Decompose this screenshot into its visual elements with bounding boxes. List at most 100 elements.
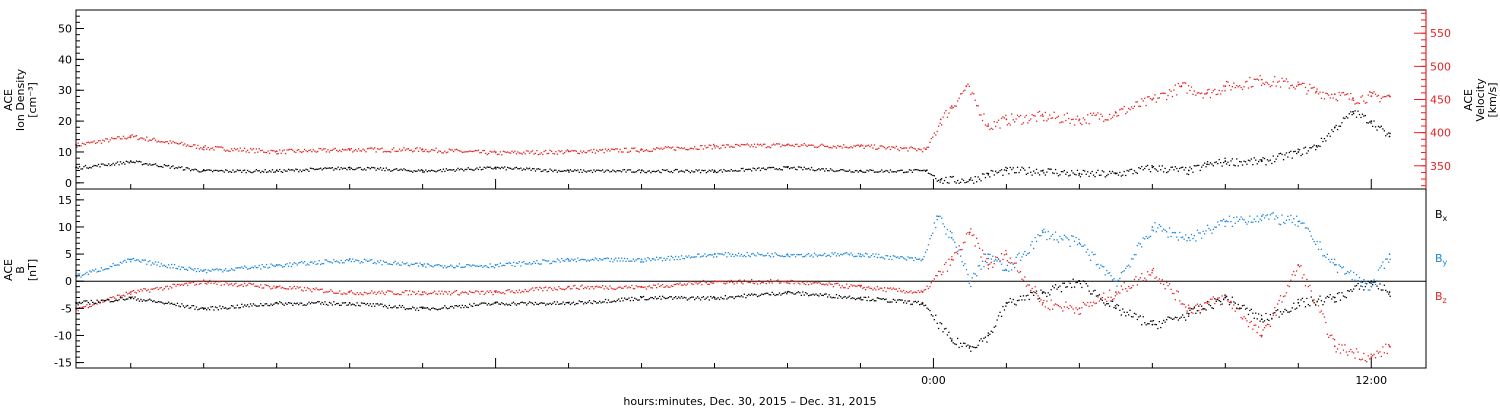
by-series-point [1224,225,1226,228]
velocity-series-point [840,145,842,147]
velocity-series-point [682,147,684,150]
bx-series-point [1193,307,1195,309]
bx-series-point [169,303,171,305]
by-series-point [977,265,979,267]
bx-series-point [659,295,661,298]
by-series-point [375,263,377,265]
bz-series-point [1338,343,1340,345]
by-series-point [1208,227,1210,230]
velocity-series-point [1271,84,1273,87]
bx-series-point [815,293,817,295]
velocity-series-point [784,145,786,147]
velocity-series-point [524,153,526,155]
by-series-point [248,268,250,270]
density-series-point [550,169,553,171]
by-series-point [184,268,186,270]
bx-series-point [464,305,466,307]
density-series-point [838,169,840,172]
velocity-series-point [1237,86,1239,88]
density-series-point [445,168,447,170]
velocity-series-point [1208,88,1210,91]
velocity-series-point [751,144,753,146]
by-series-point [191,268,193,270]
density-series-point [825,168,827,170]
density-series-point [919,169,921,172]
by-series-point [526,263,528,265]
velocity-series-point [252,148,255,150]
velocity-series-point [514,150,516,152]
by-series-point [466,264,468,266]
bz-series-point [916,291,918,294]
velocity-series-point [1262,82,1264,84]
bx-series-point [121,297,123,299]
density-series-point [220,169,222,172]
velocity-series-point [1221,90,1223,92]
by-series-point [1290,214,1292,217]
velocity-series-point [691,147,693,149]
bz-series-point [115,298,117,300]
bz-series-point [238,285,240,287]
bz-series-point [1103,292,1105,294]
bx-series-point [600,302,602,304]
velocity-series-point [526,150,528,152]
by-series-point [103,268,106,271]
by-series-point [1025,254,1027,256]
bz-series-point [1372,355,1374,357]
bx-series-point [895,301,897,303]
velocity-series-marker [421,148,424,151]
bx-series-point [980,338,982,340]
bz-series-point [1033,291,1035,293]
bx-series-point [435,308,437,310]
density-series-point [824,170,826,172]
by-series-point [488,266,490,269]
by-series-point [289,262,291,264]
bx-series-point [467,306,469,309]
bx-series-marker [1115,307,1117,310]
by-series-point [214,268,217,271]
bx-series-point [783,292,785,294]
bz-series-point [362,294,364,296]
bz-series-point [780,282,782,284]
density-series-marker [1388,135,1391,138]
bz-series-point [445,291,447,293]
bz-series-point [1281,301,1283,303]
bx-series-point [1049,294,1051,296]
bz-series-point [840,287,842,289]
density-series-point [867,170,870,172]
density-series-point [606,169,608,171]
by-series-point [387,263,389,265]
density-series-point [153,163,155,166]
by-series-point [847,253,849,255]
bz-series-point [867,286,870,288]
bz-series-point [866,286,868,289]
velocity-series-point [900,146,902,149]
bz-series-point [203,279,205,281]
velocity-series-point [631,147,633,149]
velocity-series-point [926,146,928,148]
by-series-point [320,263,322,266]
velocity-series-point [118,136,120,138]
density-series-point [248,170,250,173]
density-series-point [1164,167,1166,170]
by-series-point [353,260,355,263]
bz-series-point [372,292,374,294]
bz-series-point [638,286,640,288]
density-series-point [1123,170,1125,173]
bz-series-point [298,287,300,289]
bx-series-point [1182,314,1184,316]
density-series-point [679,170,681,172]
bx-series-point [1209,305,1212,307]
velocity-series-point [444,150,446,152]
bx-series-point [378,304,380,306]
bz-series-marker [950,258,953,261]
density-series-point [1221,165,1223,167]
bx-series-point [1046,295,1048,298]
density-series-point [1225,163,1228,165]
bx-series-point [724,295,726,297]
bx-series-point [1287,311,1289,313]
bz-series-point [276,286,278,289]
bz-series-point [454,290,456,292]
by-series-point [1138,242,1140,244]
bz-series-point [391,291,393,293]
velocity-series-point [756,143,759,145]
